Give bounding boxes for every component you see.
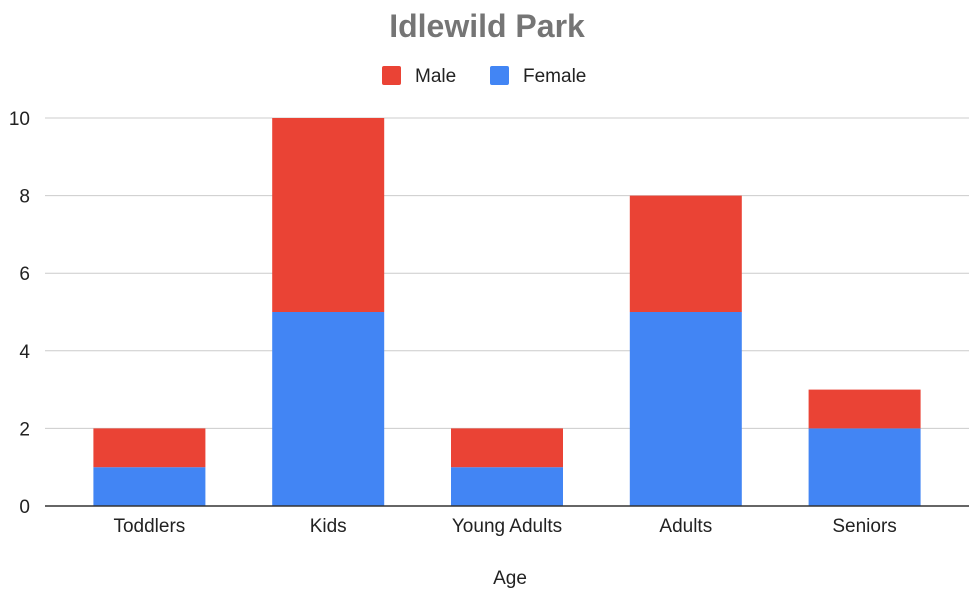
x-tick-label: Young Adults [452,516,562,537]
bars [93,118,921,506]
legend: Male Female [382,66,586,87]
legend-swatch-female [490,66,509,85]
y-tick-label: 10 [9,109,30,130]
y-tick-label: 0 [19,497,30,518]
y-axis-ticks: 0 2 4 6 8 10 [9,109,31,518]
y-tick-label: 8 [19,187,30,208]
x-tick-label: Toddlers [113,516,185,537]
y-tick-label: 6 [19,264,30,285]
x-tick-label: Kids [310,516,347,537]
bar-female-seniors [808,428,921,506]
bar-male-adults [629,195,742,312]
legend-swatch-male [382,66,401,85]
bar-male-young-adults [451,428,563,468]
bar-male-kids [272,118,385,312]
y-tick-label: 4 [19,342,30,363]
x-axis-ticks: Toddlers Kids Young Adults Adults Seniors [113,516,896,537]
bar-female-kids [272,312,385,506]
bar-female-adults [629,312,742,506]
legend-label-female: Female [523,66,586,87]
x-tick-label: Adults [659,516,712,537]
bar-female-toddlers [93,467,206,506]
x-axis-title: Age [493,568,527,589]
chart-title: Idlewild Park [389,8,585,44]
legend-label-male: Male [415,66,456,87]
y-tick-label: 2 [19,419,30,440]
x-tick-label: Seniors [832,516,896,537]
gridlines [45,117,969,429]
bar-male-toddlers [93,428,206,468]
bar-female-young-adults [451,467,563,506]
bar-male-seniors [808,389,921,429]
